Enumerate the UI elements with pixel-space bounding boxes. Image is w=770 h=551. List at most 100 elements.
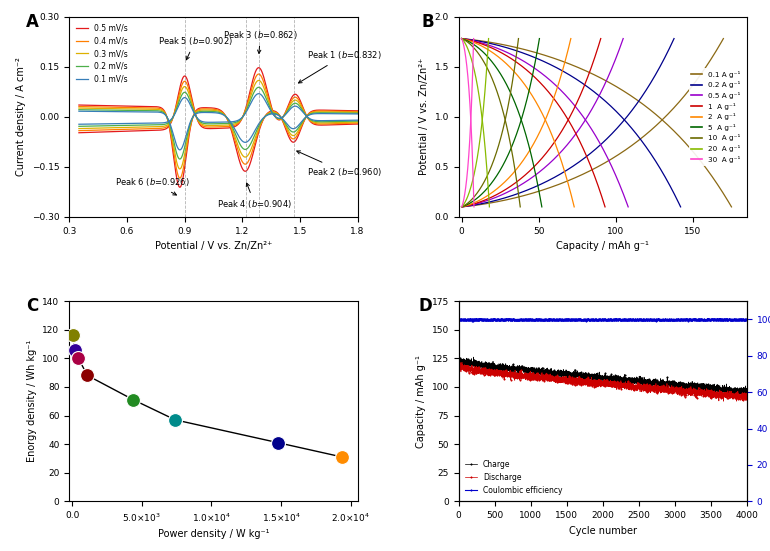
Y-axis label: Current density / A cm⁻²: Current density / A cm⁻² [16,57,26,176]
0.5 mV/s [349,121,358,127]
Point [72,354,85,363]
0.5 mV/s [349,121,358,127]
Coulombic efficiency [454,316,464,323]
Charge [742,387,752,394]
X-axis label: Power density / W kg⁻¹: Power density / W kg⁻¹ [158,529,270,539]
0.5 mV/s [204,125,213,132]
Coulombic efficiency [734,316,743,323]
Legend: 0.1 A g⁻¹, 0.2 A g⁻¹, 0.5 A g⁻¹, 1  A g⁻¹, 2  A g⁻¹, 5  A g⁻¹, 10  A g⁻¹, 20  A : 0.1 A g⁻¹, 0.2 A g⁻¹, 0.5 A g⁻¹, 1 A g⁻¹… [688,68,743,165]
Charge [575,372,584,379]
Y-axis label: Enorgy density / Wh kg⁻¹: Enorgy density / Wh kg⁻¹ [27,340,37,462]
0.3 mV/s [89,125,98,132]
Line: 0.3 mV/s: 0.3 mV/s [79,80,361,128]
0.2 mV/s [212,121,221,127]
0.1 mV/s [89,121,98,127]
0.4 mV/s [89,127,98,133]
Charge [719,384,728,391]
0.1 mV/s [212,119,221,126]
X-axis label: Potential / V vs. Zn/Zn²⁺: Potential / V vs. Zn/Zn²⁺ [155,241,272,251]
0.2 mV/s [297,106,306,112]
Coulombic efficiency [695,315,704,322]
0.2 mV/s [349,118,358,125]
Charge [454,356,464,363]
Discharge [742,390,752,397]
0.2 mV/s [357,118,366,125]
0.3 mV/s [349,119,358,126]
Line: 0.2 mV/s: 0.2 mV/s [79,87,361,126]
0.2 mV/s [89,123,98,129]
0.2 mV/s [254,84,263,90]
Point [82,371,94,380]
Point [67,331,79,340]
Text: Peak 2 ($b$=0.960): Peak 2 ($b$=0.960) [296,151,382,178]
0.4 mV/s [349,120,358,127]
Coulombic efficiency [578,317,587,323]
X-axis label: Capacity / mAh g⁻¹: Capacity / mAh g⁻¹ [556,241,649,251]
Coulombic efficiency [742,317,752,323]
Y-axis label: Capacity / mAh g⁻¹: Capacity / mAh g⁻¹ [416,355,426,447]
Discharge [664,388,673,395]
Text: D: D [418,297,432,315]
0.3 mV/s [74,125,83,132]
Legend: Charge, Discharge, Coulombic efficiency: Charge, Discharge, Coulombic efficiency [462,457,565,498]
Charge [738,392,748,398]
0.1 mV/s [204,119,213,126]
Discharge [591,384,600,391]
Charge [733,387,742,393]
Line: 0.1 mV/s: 0.1 mV/s [79,94,361,124]
Text: B: B [421,13,434,30]
Text: Peak 6 ($b$=0.926): Peak 6 ($b$=0.926) [116,176,190,195]
0.4 mV/s [349,120,358,127]
0.5 mV/s [212,125,221,132]
Text: Peak 1 ($b$=0.832): Peak 1 ($b$=0.832) [299,49,381,83]
0.3 mV/s [212,122,221,129]
Line: Coulombic efficiency: Coulombic efficiency [458,318,747,321]
0.1 mV/s [74,121,83,127]
0.1 mV/s [297,107,306,114]
Point [169,415,181,424]
0.1 mV/s [254,90,263,97]
Text: Peak 3 ($b$=0.862): Peak 3 ($b$=0.862) [223,29,298,53]
Discharge [454,364,464,371]
0.2 mV/s [349,118,358,125]
Charge [591,374,600,381]
Discharge [457,359,467,366]
Point [69,345,81,354]
Y-axis label: Potential / V vs. Zn/Zn²⁺: Potential / V vs. Zn/Zn²⁺ [419,58,429,175]
0.4 mV/s [212,123,221,130]
0.3 mV/s [297,104,306,110]
0.4 mV/s [204,124,213,131]
Text: C: C [26,297,38,315]
0.3 mV/s [254,77,263,84]
0.3 mV/s [357,118,366,125]
Discharge [578,377,587,384]
0.1 mV/s [357,117,366,123]
0.3 mV/s [349,119,358,126]
X-axis label: Cycle number: Cycle number [569,526,637,536]
Discharge [719,398,728,404]
Line: Discharge: Discharge [458,362,747,402]
Coulombic efficiency [664,316,673,323]
0.4 mV/s [297,102,306,109]
0.5 mV/s [357,121,366,127]
0.3 mV/s [204,122,213,129]
0.5 mV/s [254,64,263,71]
Legend: 0.5 mV/s, 0.4 mV/s, 0.3 mV/s, 0.2 mV/s, 0.1 mV/s: 0.5 mV/s, 0.4 mV/s, 0.3 mV/s, 0.2 mV/s, … [73,20,131,87]
Text: Peak 4 ($b$=0.904): Peak 4 ($b$=0.904) [217,183,293,210]
Text: Peak 5 ($b$=0.902): Peak 5 ($b$=0.902) [158,35,233,60]
0.4 mV/s [74,127,83,134]
Charge [664,381,673,388]
Coulombic efficiency [719,317,728,323]
Line: 0.5 mV/s: 0.5 mV/s [79,68,361,133]
0.5 mV/s [89,129,98,136]
Point [336,452,349,461]
Discharge [734,394,743,401]
Text: A: A [26,13,39,30]
0.1 mV/s [349,117,358,123]
Point [127,396,139,404]
Coulombic efficiency [575,316,584,323]
Line: 0.4 mV/s: 0.4 mV/s [79,74,361,131]
Discharge [719,393,728,400]
0.5 mV/s [297,100,306,107]
0.2 mV/s [74,123,83,129]
